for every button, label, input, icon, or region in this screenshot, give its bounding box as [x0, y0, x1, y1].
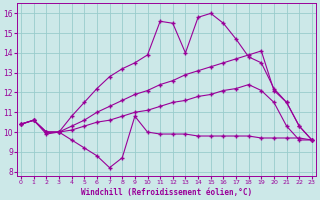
X-axis label: Windchill (Refroidissement éolien,°C): Windchill (Refroidissement éolien,°C) — [81, 188, 252, 197]
